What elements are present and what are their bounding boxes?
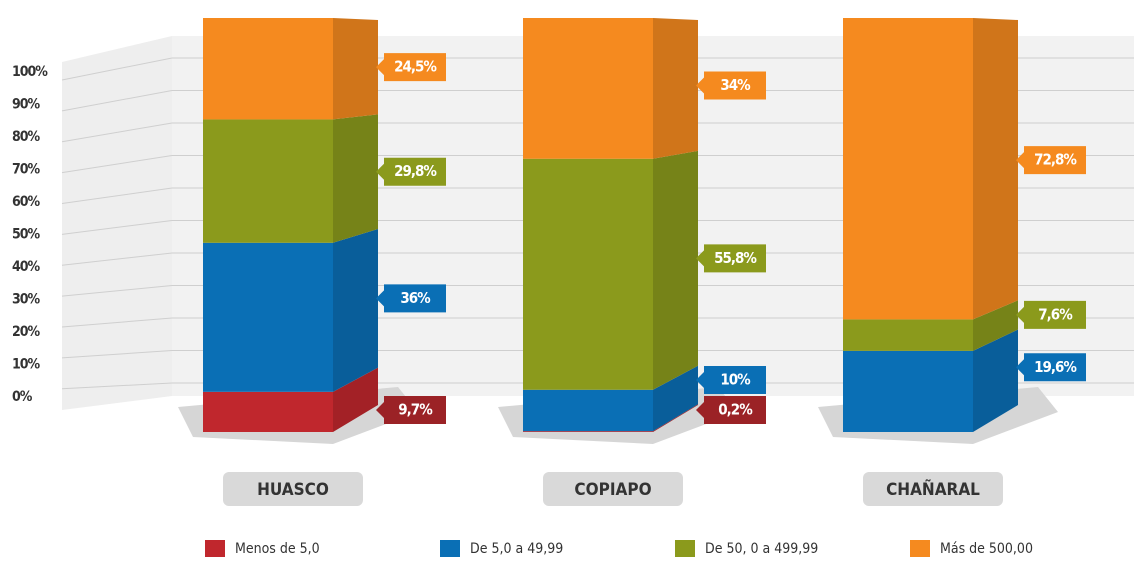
bar-front [203,242,333,392]
category-box [863,472,1003,506]
bar-side [653,404,698,432]
bar-front [523,389,653,432]
label-tag [376,157,446,186]
grid-line [61,122,173,143]
bar-side [333,229,378,392]
bar-front [843,18,973,320]
bar-side [333,367,378,432]
y-tick-label: 0% [12,389,33,405]
bar-side [973,18,1018,320]
y-tick-label: 60% [12,194,41,210]
grid-line [61,252,173,266]
y-tick-label: 100% [12,64,48,80]
grid-line [61,317,173,328]
label-tag [696,244,766,273]
bar-side [973,329,1018,432]
legend-label: De 5,0 a 49,99 [470,541,563,557]
y-tick-label: 10% [12,357,41,373]
grid-line [61,187,173,204]
grid-line [61,350,173,359]
label-tag [1016,300,1086,329]
y-tick-label: 50% [12,227,41,243]
data-label: 72,8% [1034,151,1077,169]
legend-label: Menos de 5,0 [235,541,320,557]
legend-label: Más de 500,00 [940,541,1033,557]
y-tick-label: 90% [12,97,41,113]
x-tick-label: CHAÑARAL [886,477,980,500]
bar-front [203,18,333,120]
grid-line [61,285,173,297]
data-label: 9,7% [398,401,433,419]
data-label: 34% [720,76,751,94]
data-label: 10% [720,371,751,389]
data-label: 36% [400,289,431,307]
data-label: 29,8% [394,162,437,180]
grid-line [61,382,173,390]
bar-front [203,119,333,243]
y-tick-label: 20% [12,324,41,340]
label-tag [1016,146,1086,175]
x-tick-label: COPIAPO [574,480,651,500]
data-label: 55,8% [714,249,757,267]
legend-swatch [675,540,695,557]
bar-side [653,365,698,432]
grid-line [61,155,173,174]
y-tick-label: 30% [12,292,41,308]
label-tag [376,53,446,82]
legend-swatch [205,540,225,557]
bar-front [843,319,973,351]
bar-side [333,18,378,120]
bar-side [653,18,698,159]
label-tag [376,284,446,313]
data-label: 19,6% [1034,358,1077,376]
y-tick-label: 80% [12,129,41,145]
label-tag [696,71,766,100]
label-tag [696,366,766,394]
label-tag [376,396,446,424]
bar-front [523,431,653,432]
grid-line [61,90,173,112]
grid-line [61,57,173,81]
data-label: 0,2% [718,401,753,419]
data-label: 24,5% [394,58,437,76]
legend-swatch [910,540,930,557]
bar-side [333,114,378,243]
category-box [543,472,683,506]
bar-front [523,158,653,390]
bar-front [203,391,333,432]
bar-side [653,150,698,390]
left-wall [62,36,172,410]
grid-line [61,220,173,235]
legend-swatch [440,540,460,557]
bar-side [973,300,1018,351]
legend-label: De 50, 0 a 499,99 [705,541,818,557]
label-tag [1016,353,1086,382]
x-tick-label: HUASCO [257,480,329,500]
y-tick-label: 40% [12,259,41,275]
category-box [223,472,363,506]
label-tag [696,396,766,424]
bar-front [843,350,973,432]
data-label: 7,6% [1038,305,1073,323]
y-tick-label: 70% [12,162,41,178]
bar-front [523,18,653,159]
